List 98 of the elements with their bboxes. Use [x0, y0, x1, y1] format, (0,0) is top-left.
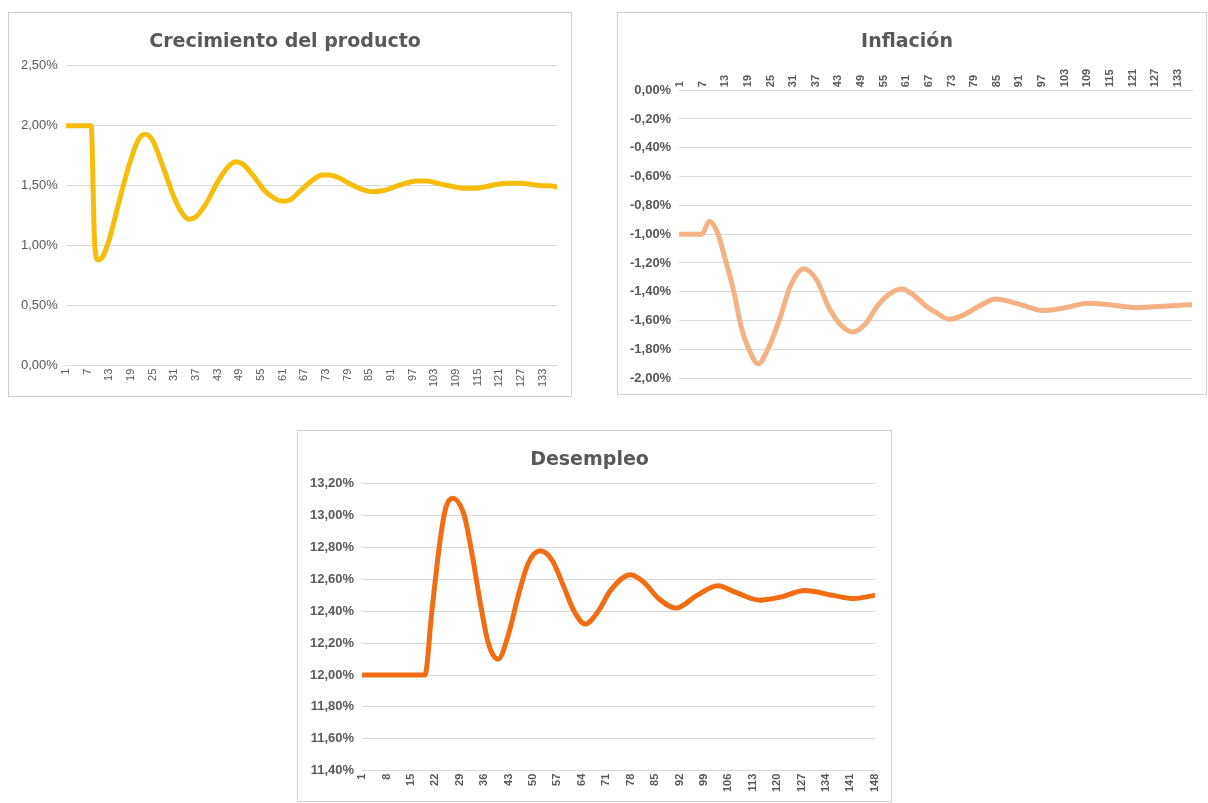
x-tick-label: 109: [448, 368, 461, 388]
x-tick-label: 1: [355, 773, 368, 780]
x-tick-label: 141: [843, 773, 856, 793]
y-tick-label: -1,40%: [629, 283, 672, 299]
y-tick-label: -1,20%: [629, 254, 672, 270]
x-tick-label: 19: [123, 368, 136, 381]
chart-title: Crecimiento del producto: [149, 29, 421, 52]
x-tick-label: 49: [232, 368, 245, 381]
x-tick-label: 13: [102, 368, 115, 381]
y-tick-label: -0,80%: [629, 196, 672, 212]
chart-title: Inflación: [861, 29, 953, 52]
x-tick-label: 97: [1035, 74, 1047, 88]
y-tick-label: 12,80%: [310, 539, 355, 555]
x-tick-label: 133: [1170, 68, 1183, 88]
x-tick-label: 31: [786, 74, 799, 88]
x-tick-label: 61: [899, 74, 912, 88]
x-tick-label: 7: [695, 81, 708, 88]
x-tick-label: 92: [672, 773, 685, 786]
x-tick-label: 43: [210, 368, 223, 381]
x-tick-label: 71: [599, 773, 612, 786]
x-tick-label: 127: [794, 773, 807, 793]
y-tick-label: 11,80%: [310, 698, 355, 714]
x-tick-label: 97: [405, 368, 418, 381]
x-tick-label: 133: [535, 368, 548, 388]
x-tick-label: 64: [574, 772, 587, 786]
x-tick-label: 43: [501, 773, 514, 786]
x-tick-label: 36: [477, 773, 490, 786]
x-tick-label: 57: [550, 773, 563, 786]
x-tick-label: 55: [253, 368, 266, 381]
x-tick-label: 85: [362, 368, 375, 381]
x-tick-label: 13: [718, 74, 731, 88]
x-tick-label: 37: [188, 368, 201, 381]
x-tick-label: 73: [318, 368, 331, 381]
x-tick-label: 31: [167, 368, 180, 381]
x-tick-label: 25: [145, 368, 158, 381]
x-tick-label: 127: [513, 368, 526, 388]
x-tick-label: 67: [297, 368, 310, 381]
y-tick-label: 0,50%: [20, 297, 59, 313]
x-tick-label: 43: [831, 74, 844, 88]
x-tick-label: 91: [383, 368, 396, 381]
chart-title: Desempleo: [530, 447, 649, 470]
x-tick-label: 78: [623, 773, 636, 786]
y-tick-label: 0,00%: [634, 81, 672, 97]
x-tick-label: 73: [944, 74, 957, 88]
x-tick-label: 148: [867, 773, 880, 793]
x-tick-label: 115: [1102, 69, 1115, 88]
y-tick-label: 11,40%: [310, 762, 355, 778]
x-tick-label: 7: [80, 368, 93, 375]
x-tick-label: 50: [526, 773, 539, 786]
y-tick-label: -0,20%: [629, 110, 672, 126]
x-tick-label: 67: [921, 74, 934, 88]
x-tick-label: 121: [492, 368, 505, 388]
x-tick-label: 91: [1012, 74, 1025, 88]
x-tick-label: 79: [967, 74, 980, 88]
x-tick-label: 1: [673, 81, 686, 88]
y-tick-label: 13,20%: [310, 475, 355, 491]
x-tick-label: 49: [854, 74, 867, 88]
x-tick-label: 115: [470, 368, 483, 387]
y-tick-label: 12,20%: [310, 634, 355, 650]
x-tick-label: 25: [763, 74, 776, 88]
y-tick-label: 1,00%: [20, 237, 59, 253]
x-tick-label: 1: [58, 368, 71, 375]
x-tick-label: 8: [379, 773, 392, 780]
x-tick-label: 29: [452, 773, 465, 786]
x-tick-label: 109: [1080, 68, 1093, 88]
x-tick-label: 99: [696, 773, 709, 786]
y-tick-label: -2,00%: [629, 369, 672, 385]
x-tick-label: 61: [275, 368, 288, 381]
y-tick-label: -1,00%: [629, 225, 672, 241]
x-tick-label: 37: [808, 74, 821, 88]
x-tick-label: 103: [1057, 68, 1070, 88]
y-tick-label: 11,60%: [310, 730, 355, 746]
x-tick-label: 85: [989, 74, 1002, 88]
y-tick-label: -1,80%: [629, 340, 672, 356]
y-tick-label: 12,00%: [310, 666, 355, 682]
x-tick-label: 134: [819, 772, 831, 793]
y-tick-label: 2,00%: [20, 117, 59, 133]
x-tick-label: 55: [876, 74, 889, 88]
y-tick-label: -1,60%: [629, 312, 672, 328]
x-tick-label: 15: [403, 773, 416, 786]
y-tick-label: 2,50%: [20, 57, 59, 73]
x-tick-label: 106: [721, 773, 734, 793]
x-tick-label: 22: [428, 773, 441, 786]
x-tick-label: 113: [745, 773, 758, 792]
y-tick-label: -0,60%: [629, 168, 672, 184]
y-tick-label: 12,60%: [310, 570, 355, 586]
y-tick-label: 13,00%: [310, 507, 355, 523]
x-tick-label: 79: [340, 368, 353, 381]
x-tick-label: 19: [740, 74, 753, 88]
x-tick-label: 85: [648, 773, 661, 786]
y-tick-label: 1,50%: [20, 177, 59, 193]
x-tick-label: 121: [1125, 68, 1138, 88]
y-tick-label: 0,00%: [20, 357, 59, 373]
x-tick-label: 103: [427, 368, 440, 388]
y-tick-label: 12,40%: [310, 602, 355, 618]
x-tick-label: 127: [1148, 68, 1161, 88]
y-tick-label: -0,40%: [629, 139, 672, 155]
x-tick-label: 120: [770, 773, 783, 793]
